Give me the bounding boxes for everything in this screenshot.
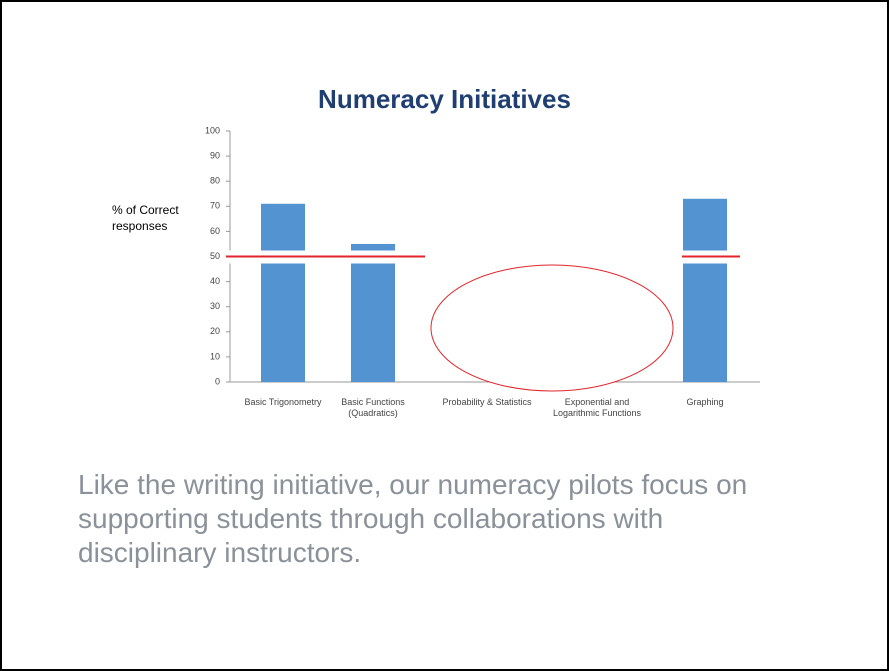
y-tick-label: 90 bbox=[210, 150, 220, 160]
y-tick-label: 30 bbox=[210, 301, 220, 311]
y-tick-label: 10 bbox=[210, 351, 220, 361]
bar bbox=[683, 198, 727, 382]
x-tick-label: Exponential and Logarithmic Functions bbox=[552, 397, 642, 418]
body-text: Like the writing initiative, our numerac… bbox=[78, 469, 748, 568]
x-tick-label: Probability & Statistics bbox=[442, 397, 532, 407]
y-tick-label: 40 bbox=[210, 276, 220, 286]
x-tick-label: Basic Trigonometry bbox=[244, 397, 322, 407]
y-tick-label: 20 bbox=[210, 326, 220, 336]
y-tick-label: 60 bbox=[210, 226, 220, 236]
y-axis-label: % of Correct responses bbox=[112, 203, 179, 233]
y-tick-label: 80 bbox=[210, 176, 220, 186]
x-tick-label: Graphing bbox=[686, 397, 724, 407]
bar bbox=[351, 243, 395, 382]
y-tick-label: 70 bbox=[210, 201, 220, 211]
y-tick-label: 100 bbox=[205, 125, 220, 135]
bar bbox=[261, 203, 305, 382]
chart-title: Numeracy Initiatives bbox=[318, 84, 571, 114]
y-tick-label: 0 bbox=[215, 376, 220, 386]
annotation-ellipse bbox=[430, 264, 674, 392]
x-tick-label: Basic Functions (Quadratics) bbox=[341, 397, 405, 418]
y-tick-label: 50 bbox=[210, 251, 220, 261]
